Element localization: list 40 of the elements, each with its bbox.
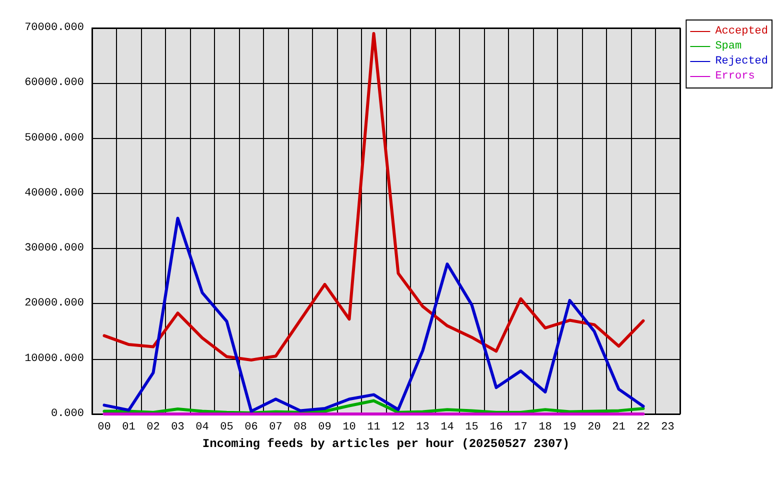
x-tick-label: 20 bbox=[588, 422, 601, 434]
x-tick-label: 06 bbox=[244, 422, 258, 434]
x-tick-label: 00 bbox=[98, 422, 111, 434]
x-tick-label: 12 bbox=[392, 422, 405, 434]
x-tick-label: 19 bbox=[563, 422, 576, 434]
x-tick-label: 05 bbox=[220, 422, 234, 434]
x-tick-label: 01 bbox=[122, 422, 136, 434]
y-tick-label: 50000.000 bbox=[24, 132, 84, 144]
x-tick-label: 08 bbox=[294, 422, 307, 434]
y-tick-label: 20000.000 bbox=[24, 298, 84, 310]
x-axis-title: Incoming feeds by articles per hour (20250527 2307) bbox=[202, 437, 570, 451]
x-tick-label: 15 bbox=[465, 422, 478, 434]
x-tick-label: 21 bbox=[612, 422, 626, 434]
y-tick-label: 60000.000 bbox=[24, 77, 84, 90]
x-tick-label: 18 bbox=[538, 422, 552, 434]
x-tick-label: 07 bbox=[269, 422, 282, 434]
line-series bbox=[102, 216, 645, 413]
x-tick-label: 03 bbox=[171, 422, 184, 434]
x-tick-label: 22 bbox=[636, 422, 650, 434]
x-tick-label: 13 bbox=[416, 422, 430, 434]
y-tick-label: 30000.000 bbox=[24, 242, 84, 255]
y-tick-label: 40000.000 bbox=[24, 187, 84, 200]
x-tick-label: 10 bbox=[342, 422, 356, 434]
x-tick-label: 09 bbox=[318, 422, 332, 434]
legend-label: Errors bbox=[715, 70, 755, 82]
legend-label: Rejected bbox=[715, 56, 768, 68]
line-series bbox=[102, 399, 645, 414]
x-tick-label: 17 bbox=[514, 422, 528, 434]
line-series bbox=[102, 32, 645, 362]
x-tick-label: 23 bbox=[661, 422, 674, 434]
x-tick-label: 02 bbox=[146, 422, 160, 434]
y-tick-label: 70000.000 bbox=[24, 22, 84, 34]
x-tick-label: 11 bbox=[367, 422, 381, 434]
legend-label: Spam bbox=[715, 40, 742, 52]
y-tick-label: 0.000 bbox=[50, 408, 84, 420]
y-tick-label: 10000.000 bbox=[24, 352, 84, 365]
x-tick-label: 04 bbox=[196, 422, 210, 434]
x-tick-label: 14 bbox=[440, 422, 454, 434]
x-tick-label: 16 bbox=[490, 422, 503, 434]
legend-label: Accepted bbox=[715, 26, 768, 38]
